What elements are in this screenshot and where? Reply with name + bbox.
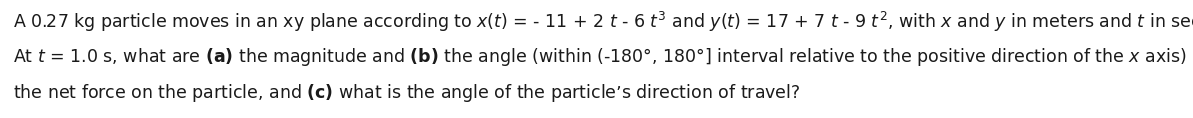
Text: A 0.27 kg particle moves in an xy plane according to $x$($t$) = - 11 + 2 $t$ - 6: A 0.27 kg particle moves in an xy plane …: [13, 10, 1193, 34]
Text: the net force on the particle, and $\bf{(c)}$ what is the angle of the particle’: the net force on the particle, and $\bf{…: [13, 82, 801, 104]
Text: At $t$ = 1.0 s, what are $\bf{(a)}$ the magnitude and $\bf{(b)}$ the angle (with: At $t$ = 1.0 s, what are $\bf{(a)}$ the …: [13, 46, 1193, 68]
